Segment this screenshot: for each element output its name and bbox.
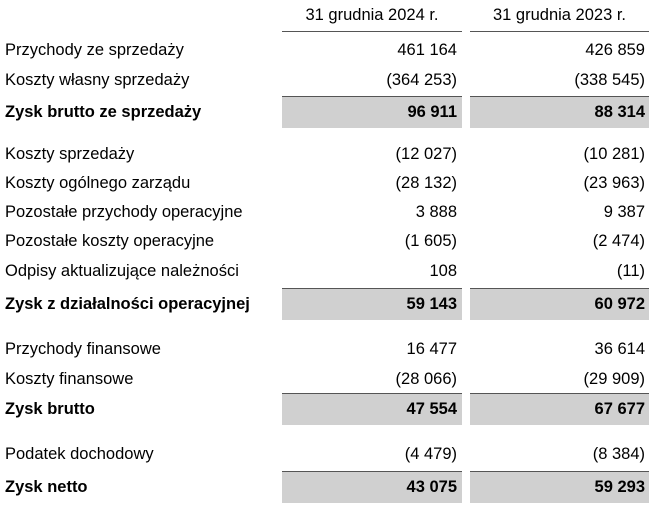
row-label: Przychody ze sprzedaży (5, 41, 184, 59)
row-value: 96 911 (407, 103, 457, 121)
row-value: 67 677 (594, 400, 645, 418)
row-label: Koszty własny sprzedaży (5, 71, 190, 89)
total-shade (282, 393, 462, 425)
row-label: Zysk brutto ze sprzedaży (5, 103, 202, 121)
row-label: Odpisy aktualizujące należności (5, 262, 239, 280)
row-label: Przychody finansowe (5, 340, 161, 358)
row-value: (12 027) (395, 145, 457, 163)
row-value: (29 909) (583, 370, 645, 388)
row-value: (10 281) (583, 145, 645, 163)
row-label: Pozostałe przychody operacyjne (5, 203, 243, 221)
header-rule (470, 31, 649, 32)
row-value: (338 545) (574, 71, 645, 89)
row-label: Koszty finansowe (5, 370, 134, 388)
row-value: (11) (616, 262, 645, 280)
total-shade (282, 96, 462, 128)
row-value: 461 164 (397, 41, 457, 59)
row-value: 3 888 (415, 203, 457, 221)
row-value: 108 (429, 262, 457, 280)
row-label: Pozostałe koszty operacyjne (5, 232, 215, 250)
row-label: Zysk netto (5, 478, 88, 496)
row-value: (4 479) (404, 445, 457, 463)
row-label: Koszty ogólnego zarządu (5, 174, 191, 192)
total-shade (282, 471, 462, 503)
row-value: 426 859 (585, 41, 645, 59)
row-value: (364 253) (386, 71, 457, 89)
row-value: (28 066) (395, 370, 457, 388)
row-value: 9 387 (603, 203, 645, 221)
total-shade (470, 471, 649, 503)
column-header: 31 grudnia 2023 r. (492, 6, 627, 24)
total-shade (282, 288, 462, 320)
row-value: (1 605) (404, 232, 457, 250)
row-label: Podatek dochodowy (5, 445, 154, 463)
row-label: Koszty sprzedaży (5, 145, 135, 163)
row-value: 59 143 (406, 295, 457, 313)
column-header: 31 grudnia 2024 r. (305, 6, 439, 24)
header-rule (282, 31, 462, 32)
row-value: (2 474) (592, 232, 645, 250)
row-label: Zysk z działalności operacyjnej (5, 295, 250, 313)
row-label: Zysk brutto (5, 400, 95, 418)
row-value: (28 132) (395, 174, 457, 192)
row-value: 36 614 (594, 340, 645, 358)
total-shade (470, 288, 649, 320)
row-value: 47 554 (406, 400, 457, 418)
row-value: 59 293 (594, 478, 645, 496)
row-value: (8 384) (592, 445, 645, 463)
row-value: 43 075 (406, 478, 457, 496)
total-shade (470, 96, 649, 128)
row-value: (23 963) (583, 174, 645, 192)
row-value: 60 972 (594, 295, 645, 313)
row-value: 16 477 (406, 340, 457, 358)
total-shade (470, 393, 649, 425)
row-value: 88 314 (594, 103, 645, 121)
